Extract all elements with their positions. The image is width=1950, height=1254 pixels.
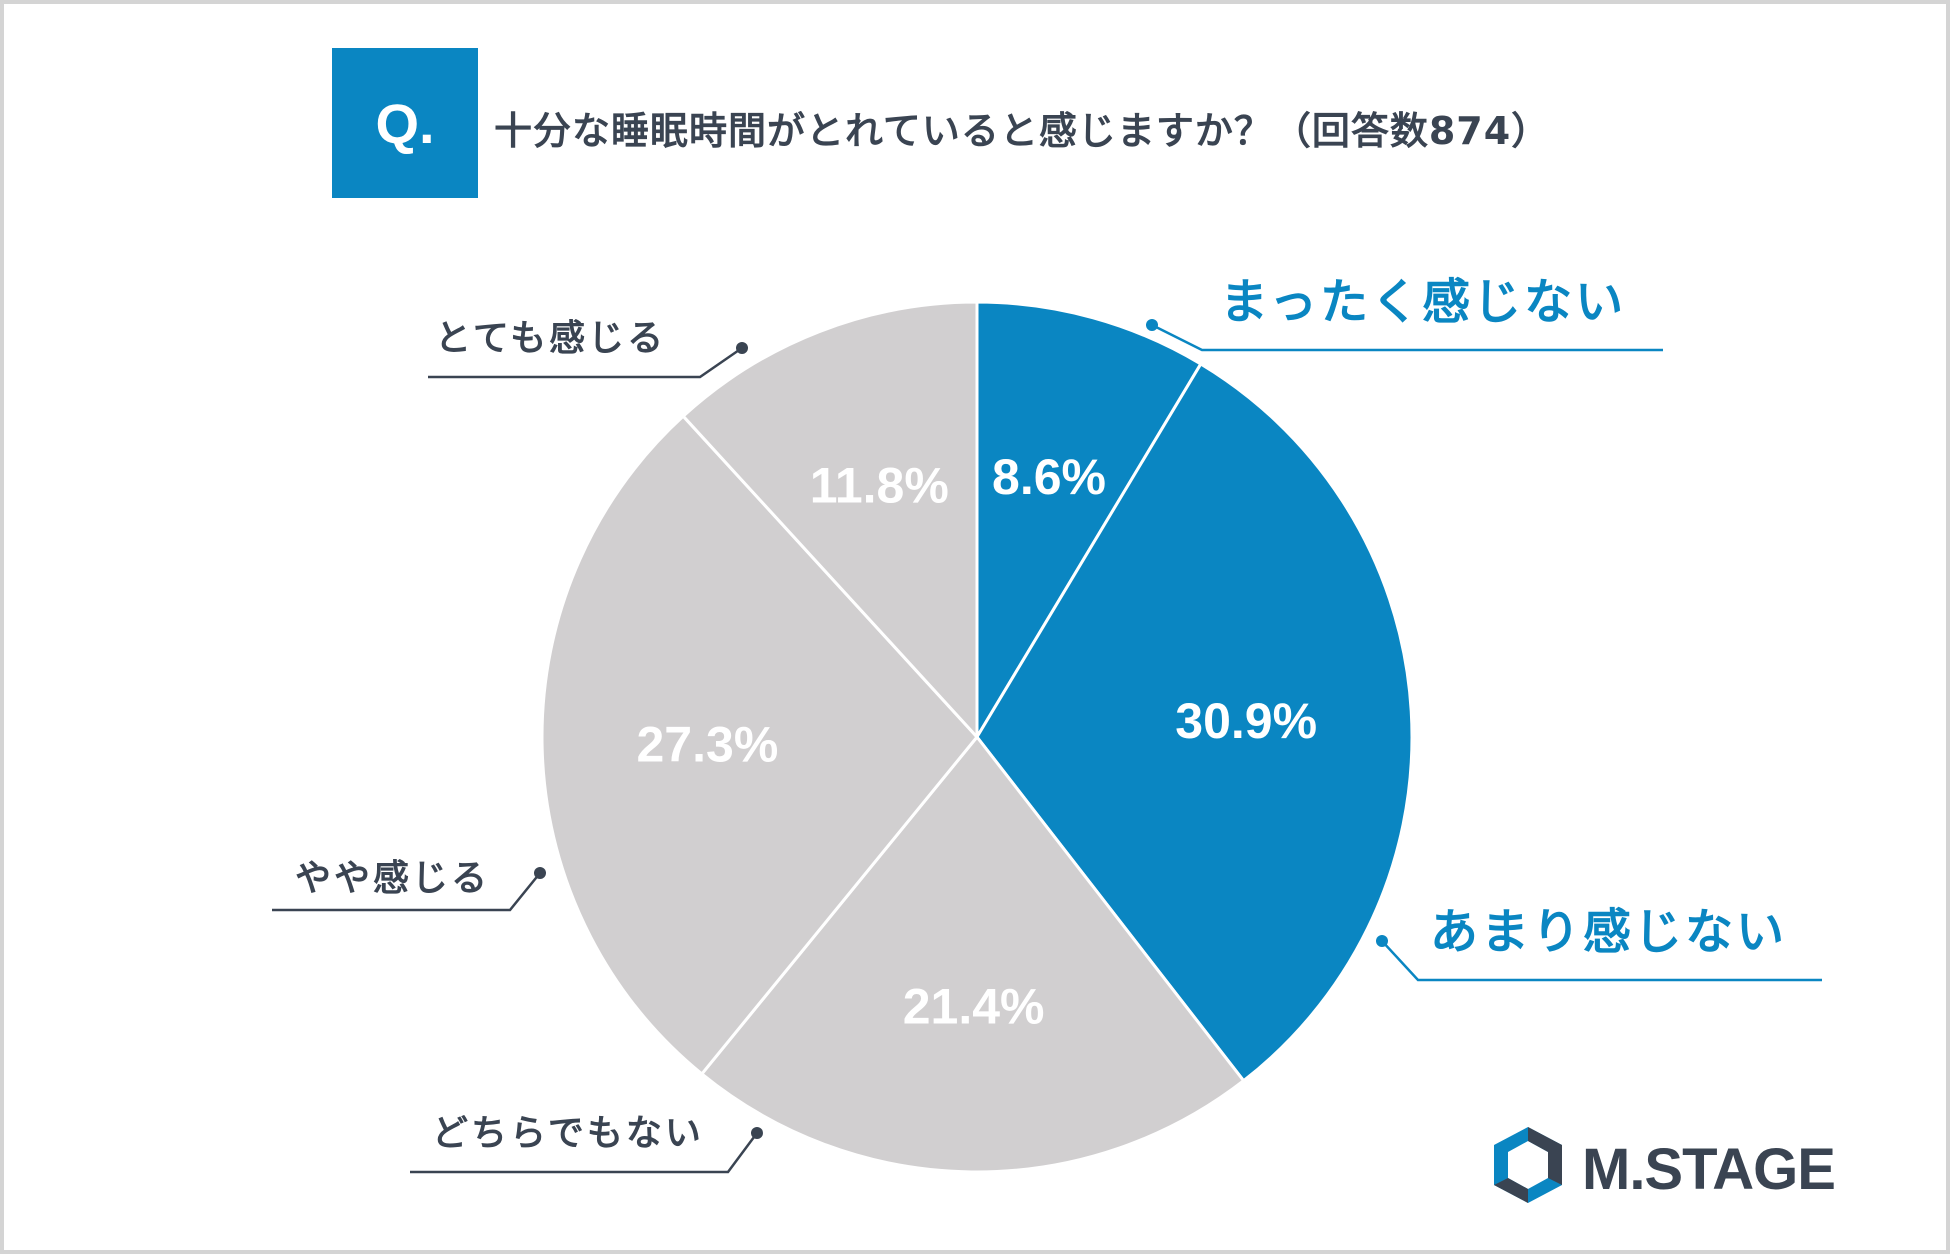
leader-dot (1146, 319, 1158, 331)
leader-dot (751, 1127, 763, 1139)
leader-line (1381, 940, 1822, 982)
slice-value-label: 27.3% (637, 717, 779, 773)
leader-line (428, 346, 743, 379)
pie-slice (699, 734, 1246, 1174)
slice-value-label: 21.4% (903, 979, 1045, 1035)
pie-slice (975, 300, 1203, 743)
slice-category-label: まったく感じない (1220, 274, 1626, 330)
slice-value-label: 11.8% (810, 458, 949, 514)
m-stage-logo-icon (1494, 1127, 1562, 1203)
slice-category-label: どちらでもない (432, 1113, 704, 1154)
leader-line (1151, 323, 1663, 352)
leader-dot (1376, 935, 1388, 947)
pie-slice (540, 414, 979, 1077)
question-badge: Q. (332, 48, 478, 198)
slice-category-label: とても感じる (435, 318, 666, 359)
slice-value-label: 30.9% (1175, 693, 1317, 749)
leader-line (410, 1132, 759, 1174)
slice-category-label: やや感じる (295, 858, 490, 899)
leader-dot (534, 867, 546, 879)
slice-value-label: 8.6% (992, 449, 1106, 505)
slice-category-label: あまり感じない (1430, 904, 1787, 960)
brand-name: M.STAGE (1582, 1137, 1836, 1202)
pie-slice (681, 300, 979, 741)
question-title: 十分な睡眠時間がとれていると感じますか？（回答数874） (494, 109, 1551, 153)
leader-dot (736, 342, 748, 354)
leader-line (272, 872, 541, 912)
pie-slice (975, 361, 1414, 1083)
